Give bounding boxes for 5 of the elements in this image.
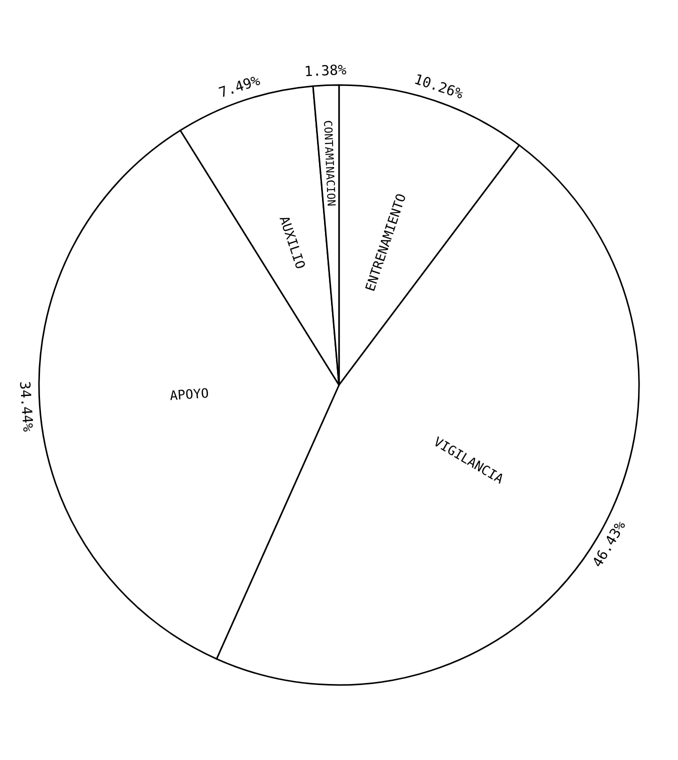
data-label: 1.38% bbox=[304, 62, 348, 80]
slice-label: APOYO bbox=[169, 386, 210, 404]
data-label: 7.49% bbox=[217, 72, 263, 102]
data-label: 34.44% bbox=[16, 380, 36, 433]
slice-label: CONTAMINACION bbox=[321, 120, 338, 206]
